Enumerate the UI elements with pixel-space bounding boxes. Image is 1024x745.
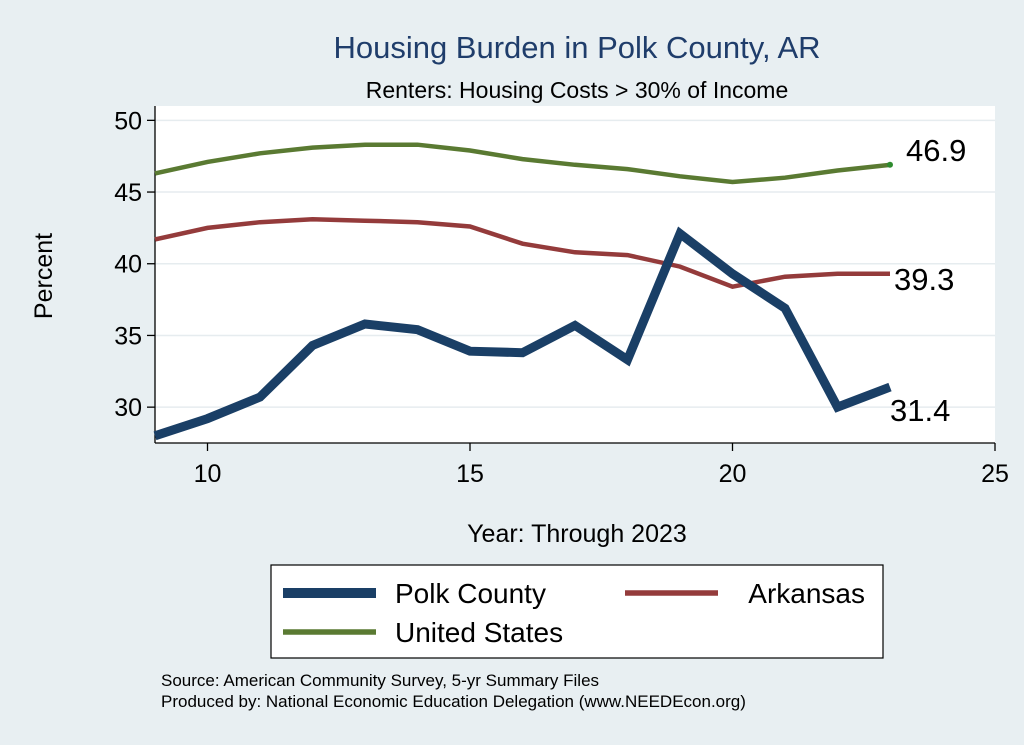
legend-label: Arkansas xyxy=(748,578,865,609)
x-tick-label: 15 xyxy=(456,460,484,488)
producer-note: Produced by: National Economic Education… xyxy=(161,692,746,711)
y-tick-label: 30 xyxy=(114,394,142,422)
series-lines xyxy=(153,142,893,441)
series-line-arkansas xyxy=(154,217,890,290)
y-tick-label: 35 xyxy=(114,322,142,350)
end-label-arkansas: 39.3 xyxy=(894,262,954,297)
x-tick-label: 25 xyxy=(981,460,1009,488)
x-tick-label: 20 xyxy=(719,460,747,488)
x-axis-label: Year: Through 2023 xyxy=(467,520,687,548)
end-label-polk-county: 31.4 xyxy=(890,393,950,428)
series-line-polk-county xyxy=(153,226,892,441)
y-tick-label: 40 xyxy=(114,251,142,279)
legend-entries: Polk County Arkansas United States xyxy=(283,578,865,648)
gridlines xyxy=(155,119,995,408)
y-ticks: 30 35 40 45 50 xyxy=(114,107,155,422)
end-labels: 31.4 39.3 46.9 xyxy=(890,133,966,428)
legend-label: Polk County xyxy=(395,578,546,609)
end-label-united-states: 46.9 xyxy=(906,133,966,168)
source-note: Source: American Community Survey, 5-yr … xyxy=(161,671,599,690)
legend-box xyxy=(270,564,884,659)
chart-subtitle: Renters: Housing Costs > 30% of Income xyxy=(366,77,789,103)
series-line-united-states xyxy=(154,142,891,185)
x-ticks: 10 15 20 25 xyxy=(194,443,1009,488)
y-tick-label: 50 xyxy=(114,107,142,135)
legend-label: United States xyxy=(395,617,563,648)
chart-title: Housing Burden in Polk County, AR xyxy=(333,30,820,65)
legend: Polk County Arkansas United States xyxy=(270,564,884,659)
y-tick-label: 45 xyxy=(114,179,142,207)
x-tick-label: 10 xyxy=(194,460,222,488)
y-axis-label: Percent xyxy=(30,233,58,319)
series-end-marker xyxy=(887,161,893,168)
